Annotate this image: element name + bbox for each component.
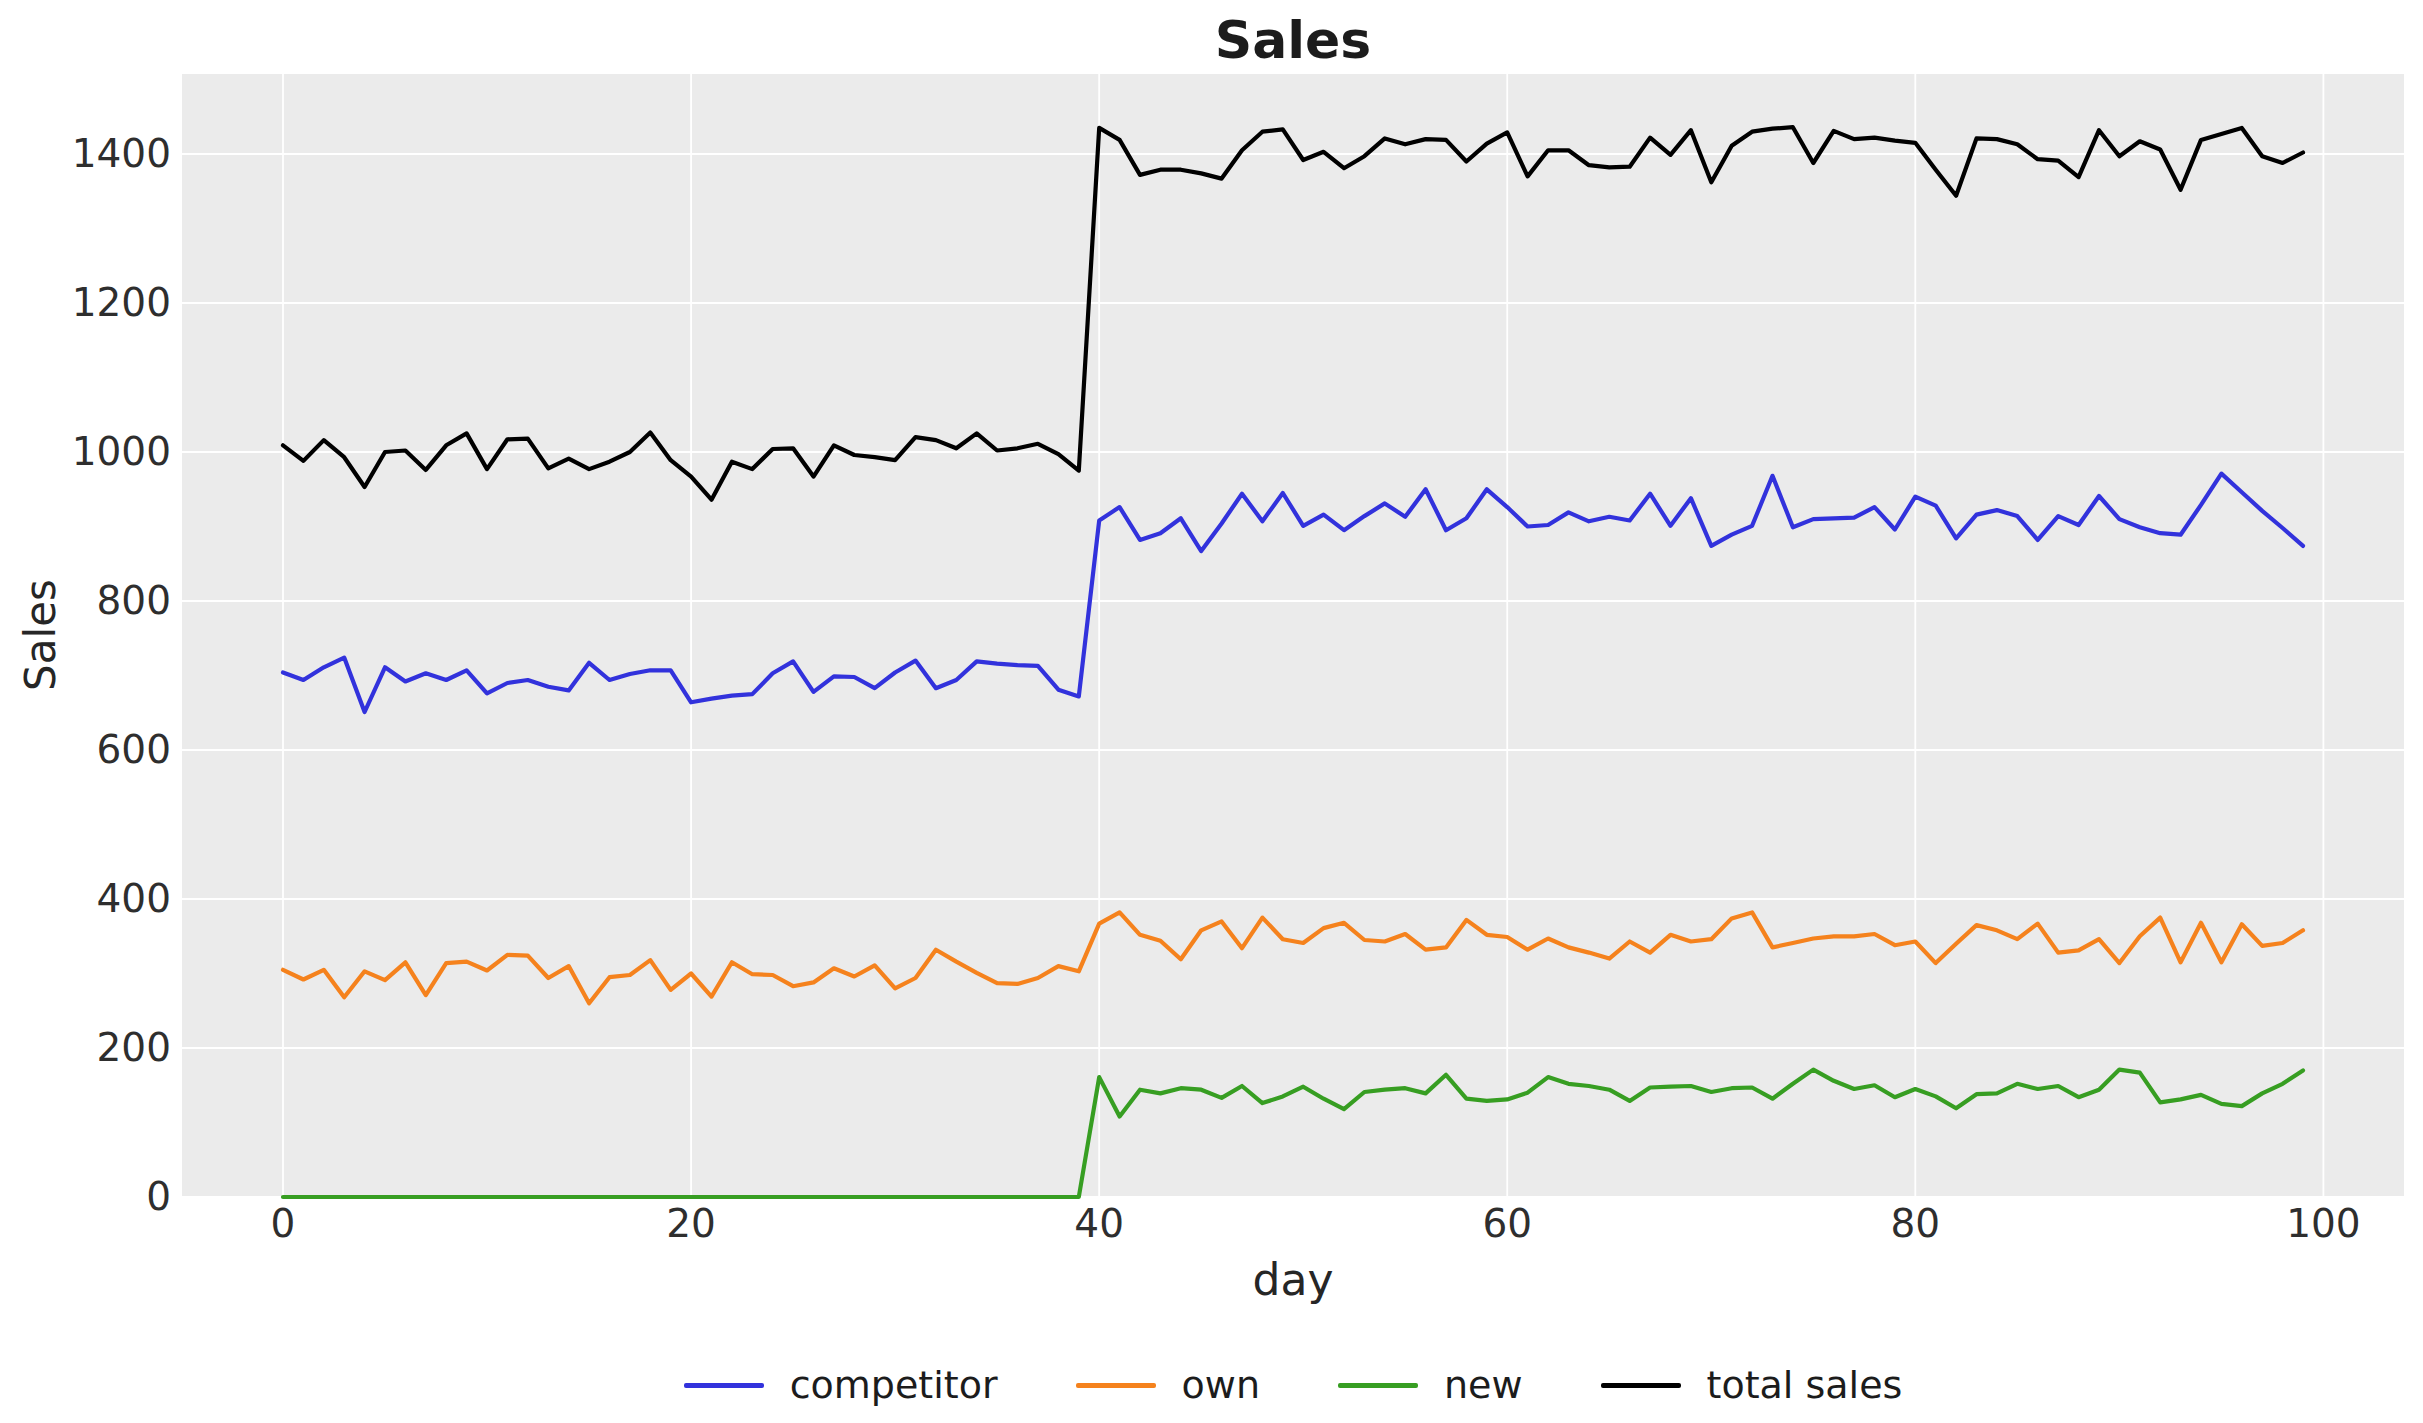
x-tick-label: 20: [611, 1202, 771, 1246]
x-tick-label: 0: [203, 1202, 363, 1246]
x-axis-label: day: [182, 1254, 2404, 1306]
x-tick-label: 80: [1835, 1202, 1995, 1246]
plot-area: [0, 0, 2423, 1423]
legend-label: own: [1182, 1366, 1260, 1404]
legend-item-competitor: competitor: [684, 1366, 998, 1404]
y-tick-label: 1200: [0, 281, 171, 325]
plot-background: [182, 74, 2404, 1197]
legend-line-swatch: [1338, 1383, 1418, 1388]
y-tick-label: 0: [0, 1175, 171, 1219]
y-tick-label: 400: [0, 877, 171, 921]
y-tick-label: 200: [0, 1026, 171, 1070]
legend-line-swatch: [1601, 1383, 1681, 1388]
y-tick-label: 1400: [0, 132, 171, 176]
x-tick-label: 40: [1019, 1202, 1179, 1246]
legend-item-total-sales: total sales: [1601, 1366, 1903, 1404]
legend-label: new: [1444, 1366, 1523, 1404]
legend-item-new: new: [1338, 1366, 1523, 1404]
legend-label: total sales: [1707, 1366, 1903, 1404]
legend-line-swatch: [684, 1383, 764, 1388]
figure: Sales Sales 0200400600800100012001400 02…: [0, 0, 2423, 1423]
x-tick-label: 60: [1427, 1202, 1587, 1246]
y-tick-label: 1000: [0, 430, 171, 474]
legend-line-swatch: [1076, 1383, 1156, 1388]
legend: competitor own new total sales: [182, 1357, 2404, 1413]
legend-label: competitor: [790, 1366, 998, 1404]
x-tick-label: 100: [2243, 1202, 2403, 1246]
legend-item-own: own: [1076, 1366, 1260, 1404]
y-tick-label: 600: [0, 728, 171, 772]
y-tick-label: 800: [0, 579, 171, 623]
